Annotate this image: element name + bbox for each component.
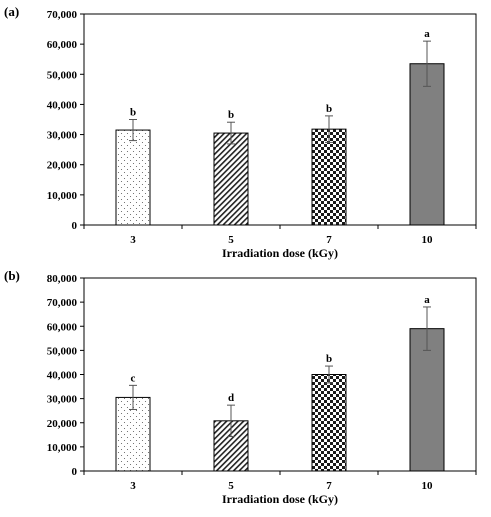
chart-panel-a: (a) 0 10,000 20,000 30,000 40,000 50,000 60,00…: [4, 4, 477, 260]
y-tick-label: 70,000: [47, 9, 78, 21]
y-tick-label: 30,000: [47, 394, 78, 406]
y-tick-label: 60,000: [47, 39, 78, 51]
x-tick-label: 10: [422, 480, 434, 492]
significance-letter: d: [228, 392, 234, 404]
y-tick-label: 10,000: [47, 442, 78, 454]
significance-letter: b: [326, 353, 332, 365]
bar-10: [409, 328, 445, 472]
bar-10: [409, 63, 445, 226]
y-tick-label: 30,000: [47, 130, 78, 142]
y-tick-label: 0: [72, 220, 78, 232]
bar-7: [311, 128, 347, 226]
chart-panel-b: (b) 0 10,000 20,000 30,000 40,000 50,000 60,00…: [0, 262, 491, 517]
significance-letter: b: [228, 109, 234, 121]
y-tick-label: 60,000: [47, 321, 78, 333]
y-tick-label: 10,000: [47, 190, 78, 202]
x-tick-label: 3: [130, 480, 136, 492]
y-tick-label: 50,000: [47, 69, 78, 81]
bar-3: [115, 129, 151, 226]
y-tick-label: 40,000: [47, 370, 78, 382]
bar-5: [213, 132, 249, 226]
x-tick-label: 7: [326, 480, 332, 492]
y-tick-label: 70,000: [47, 297, 78, 309]
y-tick-label: 0: [72, 466, 78, 478]
significance-letter: c: [131, 372, 136, 384]
x-axis-title: Irradiation dose (kGy): [222, 492, 338, 506]
chart-a-svg: 0 10,000 20,000 30,000 40,000 50,000 60,000 70,…: [47, 9, 477, 260]
bar-7: [311, 374, 347, 472]
y-tick-label: 80,000: [47, 273, 78, 285]
x-tick-label: 10: [422, 234, 434, 246]
x-tick-label: 7: [326, 234, 332, 246]
significance-letter: b: [130, 107, 136, 119]
x-tick-label: 5: [228, 234, 234, 246]
y-tick-label: 40,000: [47, 99, 78, 111]
significance-letter: a: [424, 28, 430, 40]
x-tick-label: 5: [228, 480, 234, 492]
x-axis-title: Irradiation dose (kGy): [222, 246, 338, 260]
chart-b-svg: 0 10,000 20,000 30,000 40,000 50,000 60,000 70,…: [47, 273, 477, 506]
x-tick-label: 3: [130, 234, 136, 246]
panel-label-b: (b): [4, 268, 20, 283]
significance-letter: b: [326, 103, 332, 115]
panel-label-a: (a): [4, 4, 20, 19]
y-tick-label: 20,000: [47, 160, 78, 172]
y-tick-label: 50,000: [47, 345, 78, 357]
significance-letter: a: [424, 294, 430, 306]
y-tick-label: 20,000: [47, 418, 78, 430]
